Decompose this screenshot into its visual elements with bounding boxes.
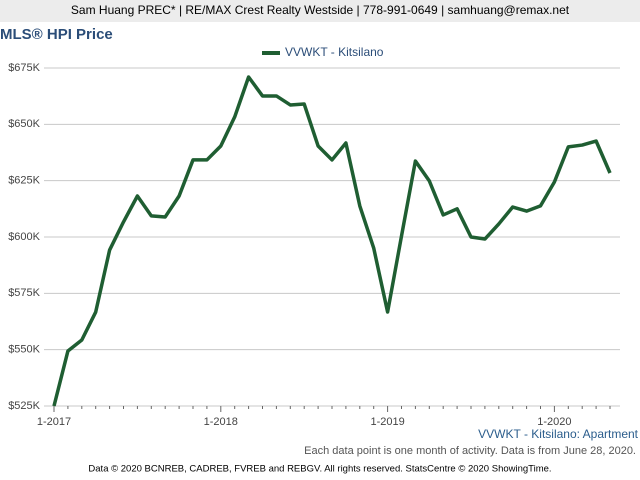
y-tick-label: $625K [8,175,40,187]
x-tick-label: 1-2020 [537,416,571,428]
chart-title: MLS® HPI Price [0,26,113,43]
legend-label: VVWKT - Kitsilano [285,45,384,59]
y-tick-label: $675K [8,62,40,74]
y-tick-label: $575K [8,287,40,299]
y-tick-label: $525K [8,400,40,412]
header-bar [0,0,640,22]
data-line [52,75,612,407]
x-tick-label: 1-2017 [37,416,71,428]
subtitle: VVWKT - Kitsilano: Apartment [478,427,639,441]
y-tick-label: $600K [8,231,40,243]
footer: Data © 2020 BCNREB, CADREB, FVREB and RE… [88,464,551,475]
y-tick-label: $550K [8,344,40,356]
header-text: Sam Huang PREC* | RE/MAX Crest Realty We… [71,3,570,17]
x-tick-label: 1-2019 [370,416,404,428]
note: Each data point is one month of activity… [304,445,636,457]
y-tick-label: $650K [8,118,40,130]
x-tick-label: 1-2018 [204,416,238,428]
